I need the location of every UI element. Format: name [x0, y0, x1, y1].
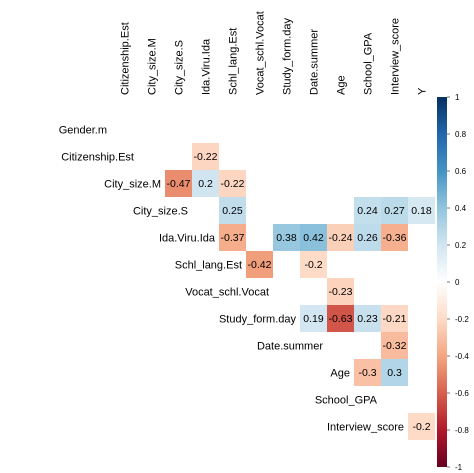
- row-label-study-form-day: Study_form.day: [219, 314, 297, 326]
- heatmap-cell-vocat-schl-vocat--age: [327, 278, 354, 305]
- column-label-schl-lang-est: Schl_lang.Est: [228, 28, 240, 95]
- cell-value-study-form-day--date-summer: 0.19: [303, 313, 324, 325]
- row-label-schl-lang-est: Schl_lang.Est: [175, 260, 242, 272]
- colorbar-tick-label-0-2: 0.2: [455, 241, 467, 250]
- cell-value-schl-lang-est--vocat-schl-vocat: -0.42: [248, 259, 272, 271]
- column-label-y: Y: [417, 87, 429, 95]
- heatmap-cell-city-size-s--interview-score: [381, 197, 408, 224]
- heatmap-cell-schl-lang-est--vocat-schl-vocat: [246, 251, 273, 278]
- heatmap-cell-ida-viru-ida--study-form-day: [273, 224, 300, 251]
- cell-value-date-summer--interview-score: -0.32: [383, 340, 407, 352]
- column-label-date-summer: Date.summer: [309, 29, 321, 95]
- column-label-city-size-s: City_size.S: [174, 40, 186, 95]
- cell-value-age--interview-score: 0.3: [387, 367, 402, 379]
- colorbar-tick-label-0-4: 0.4: [455, 204, 467, 213]
- cell-value-study-form-day--school-gpa: 0.23: [357, 313, 378, 325]
- row-label-city-size-m: City_size.M: [104, 179, 161, 191]
- heatmap-cell-city-size-s--y: [408, 197, 435, 224]
- heatmap-cell-city-size-m--schl-lang-est: [219, 170, 246, 197]
- heatmap-cell-ida-viru-ida--interview-score: [381, 224, 408, 251]
- row-labels: Gender.m Citizenship.Est City_size.M City_s…: [59, 125, 404, 434]
- column-label-vocat-schl-vocat: Vocat_schl.Vocat: [255, 11, 267, 95]
- row-label-city-size-s: City_size.S: [133, 206, 188, 218]
- colorbar-tick-label-1: 1: [455, 93, 460, 102]
- heatmap-cell-date-summer--interview-score: [381, 332, 408, 359]
- colorbar-tick-label-neg-0-4: -0.4: [455, 352, 469, 361]
- heatmap-cell-ida-viru-ida--age: [327, 224, 354, 251]
- column-label-interview-score: Interview_score: [390, 18, 402, 95]
- heatmap-cell-city-size-m--ida-viru-ida: [192, 170, 219, 197]
- cell-value-ida-viru-ida--school-gpa: 0.26: [357, 232, 378, 244]
- cell-value-age--school-gpa: -0.3: [358, 367, 376, 379]
- heatmap-cell-ida-viru-ida--schl-lang-est: [219, 224, 246, 251]
- colorbar-tick-label-0-8: 0.8: [455, 130, 467, 139]
- cell-value-city-size-m--ida-viru-ida: 0.2: [198, 178, 213, 190]
- cell-value-city-size-s--schl-lang-est: 0.25: [222, 205, 243, 217]
- colorbar-tick-label-neg-1: -1: [455, 463, 463, 472]
- row-label-school-gpa: School_GPA: [315, 395, 378, 407]
- row-label-citizenship-est: Citizenship.Est: [61, 152, 134, 164]
- cell-value-citizenship-est--ida-viru-ida: -0.22: [194, 151, 218, 163]
- cell-value-ida-viru-ida--age: -0.24: [329, 232, 353, 244]
- column-label-age: Age: [336, 75, 348, 95]
- cell-value-ida-viru-ida--interview-score: -0.36: [383, 232, 407, 244]
- cell-value-city-size-m--city-size-s: -0.47: [167, 178, 191, 190]
- row-label-vocat-schl-vocat: Vocat_schl.Vocat: [185, 287, 269, 299]
- colorbar-tick-label-neg-0-6: -0.6: [455, 389, 469, 398]
- heatmap-cell-study-form-day--interview-score: [381, 305, 408, 332]
- heatmap-cell-ida-viru-ida--school-gpa: [354, 224, 381, 251]
- heatmap-cell-interview-score--y: [408, 413, 435, 440]
- cell-value-ida-viru-ida--study-form-day: 0.38: [276, 232, 297, 244]
- cell-value-city-size-s--school-gpa: 0.24: [357, 205, 378, 217]
- heatmap-cell-citizenship-est--ida-viru-ida: [192, 143, 219, 170]
- heatmap-cell-ida-viru-ida--date-summer: [300, 224, 327, 251]
- column-label-citizenship-est: Citizenship.Est: [120, 22, 132, 95]
- cell-value-city-size-s--y: 0.18: [411, 205, 432, 217]
- heatmap-cell-schl-lang-est--date-summer: [300, 251, 327, 278]
- cell-value-city-size-s--interview-score: 0.27: [384, 205, 405, 217]
- column-label-city-size-m: City_size.M: [147, 38, 159, 95]
- colorbar-tick-label-0-6: 0.6: [455, 167, 467, 176]
- heatmap-cell-study-form-day--age: [327, 305, 354, 332]
- heatmap-cell-study-form-day--school-gpa: [354, 305, 381, 332]
- column-label-study-form-day: Study_form.day: [282, 17, 294, 95]
- column-labels: Citizenship.Est City_size.M City_size.S Ida…: [120, 11, 429, 95]
- heatmap-cell-city-size-m--city-size-s: [165, 170, 192, 197]
- cell-value-study-form-day--interview-score: -0.21: [383, 313, 407, 325]
- row-label-interview-score: Interview_score: [327, 422, 404, 434]
- row-label-date-summer: Date.summer: [257, 341, 323, 353]
- colorbar-ticks: 1 0.8 0.6 0.4 0.2 0 -0.2 -0.4 -0.6 -0.8 -1: [447, 93, 469, 472]
- heatmap-cell-city-size-s--school-gpa: [354, 197, 381, 224]
- heatmap-cell-city-size-s--schl-lang-est: [219, 197, 246, 224]
- cell-value-ida-viru-ida--schl-lang-est: -0.37: [221, 232, 245, 244]
- cell-value-interview-score--y: -0.2: [412, 421, 430, 433]
- colorbar-tick-label-neg-0-2: -0.2: [455, 315, 469, 324]
- heatmap-cell-age--interview-score: [381, 359, 408, 386]
- cell-value-study-form-day--age: -0.63: [329, 313, 353, 325]
- heatmap-cell-age--school-gpa: [354, 359, 381, 386]
- column-label-ida-viru-ida: Ida.Viru.Ida: [201, 38, 213, 95]
- row-label-age: Age: [330, 368, 350, 380]
- cell-value-vocat-schl-vocat--age: -0.23: [329, 286, 353, 298]
- row-label-ida-viru-ida: Ida.Viru.Ida: [159, 233, 216, 245]
- cell-value-ida-viru-ida--date-summer: 0.42: [303, 232, 324, 244]
- colorbar: 1 0.8 0.6 0.4 0.2 0 -0.2 -0.4 -0.6 -0.8 -1: [437, 93, 469, 472]
- heatmap-cell-study-form-day--date-summer: [300, 305, 327, 332]
- row-label-gender-m: Gender.m: [59, 125, 107, 137]
- heatmap-cells: -0.22 -0.47 0.2 -0.22 0.25 0.24 0.27 0.18 -0.37 0…: [165, 143, 435, 440]
- column-label-school-gpa: School_GPA: [363, 32, 375, 95]
- cell-value-city-size-m--schl-lang-est: -0.22: [221, 178, 245, 190]
- cell-value-schl-lang-est--date-summer: -0.2: [304, 259, 322, 271]
- colorbar-tick-label-0: 0: [455, 278, 460, 287]
- colorbar-tick-label-neg-0-8: -0.8: [455, 426, 469, 435]
- colorbar-gradient: [437, 97, 447, 467]
